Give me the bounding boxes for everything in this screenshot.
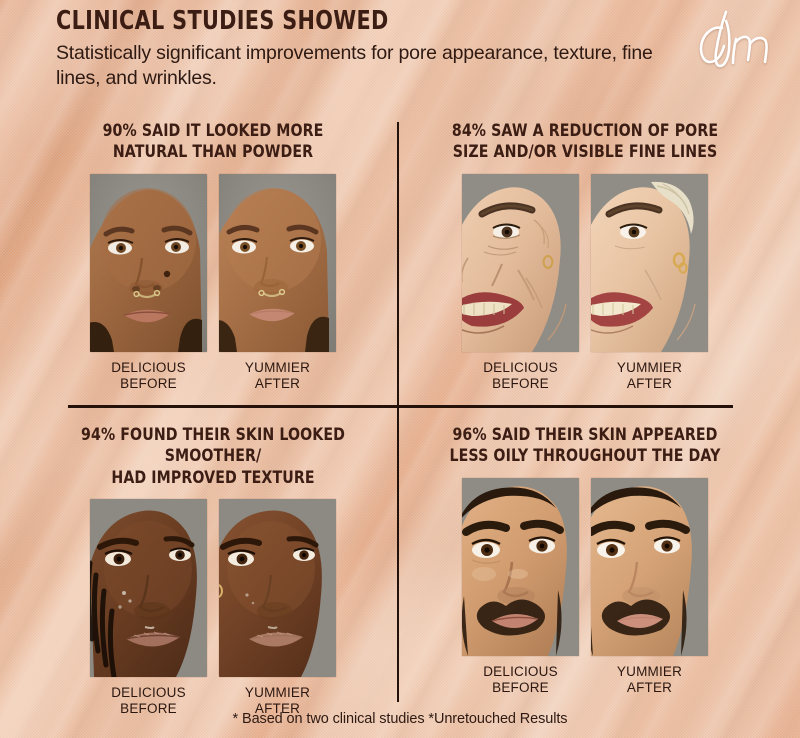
quadrant-smoother-texture: 94% FOUND THEIR SKIN LOOKED SMOOTHER/ HA… [38,424,388,717]
quadrant-headline: 96% SAID THEIR SKIN APPEARED LESS OILY T… [449,425,721,466]
page-title: CLINICAL STUDIES SHOWED [56,6,389,36]
footnote-disclaimer: * Based on two clinical studies *Unretou… [232,711,568,727]
quadrant-pore-natural-powder: 90% SAID IT LOOKED MORE NATURAL THAN POW… [38,120,388,392]
horizontal-divider [68,405,733,408]
quadrant-less-oily: 96% SAID THEIR SKIN APPEARED LESS OILY T… [410,424,760,696]
quadrant-headline: 90% SAID IT LOOKED MORE NATURAL THAN POW… [102,121,324,162]
vertical-divider-bottom [397,406,400,702]
photo-bearded-man-after [591,477,708,656]
after-cell: YUMMIER AFTER [591,477,708,696]
caption-before: DELICIOUS BEFORE [111,359,186,391]
before-cell: DELICIOUS BEFORE [90,173,207,392]
photo-mature-woman-smiling-before [462,173,579,352]
photo-woman-with-braids-after [219,499,336,678]
caption-after: YUMMIER AFTER [616,359,683,391]
photo-woman-with-nose-ring-after [219,173,336,352]
caption-after: YUMMIER AFTER [616,663,683,695]
photo-mature-woman-smiling-after [591,173,708,352]
after-cell: YUMMIER AFTER [219,499,336,717]
quadrant-headline: 94% FOUND THEIR SKIN LOOKED SMOOTHER/ HA… [81,425,345,487]
header: CLINICAL STUDIES SHOWED Statistically si… [56,6,676,91]
quadrant-headline: 84% SAW A REDUCTION OF PORE SIZE AND/OR … [451,121,719,162]
before-cell: DELICIOUS BEFORE [462,173,579,392]
dm-brand-logo [692,6,782,80]
vertical-divider-top [397,122,400,406]
before-cell: DELICIOUS BEFORE [462,477,579,696]
photo-woman-with-braids-before [90,499,207,678]
caption-after: YUMMIER AFTER [244,685,311,717]
caption-before: DELICIOUS BEFORE [111,685,186,717]
caption-before: DELICIOUS BEFORE [483,663,558,695]
photo-woman-with-nose-ring-before [90,173,207,352]
caption-before: DELICIOUS BEFORE [483,359,558,391]
photo-bearded-man-before [462,477,579,656]
before-cell: DELICIOUS BEFORE [90,499,207,717]
after-cell: YUMMIER AFTER [591,173,708,392]
caption-after: YUMMIER AFTER [244,359,311,391]
quadrant-pore-size-fine-lines: 84% SAW A REDUCTION OF PORE SIZE AND/OR … [410,120,760,392]
after-cell: YUMMIER AFTER [219,173,336,392]
page-subtitle: Statistically significant improvements f… [56,42,653,90]
